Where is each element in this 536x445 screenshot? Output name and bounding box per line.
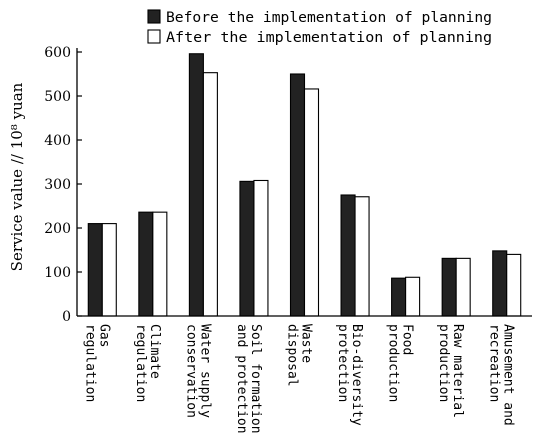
x-tick-label: Climate	[147, 324, 162, 379]
bar-before	[492, 250, 508, 317]
bars	[87, 53, 522, 317]
y-tick-label: 200	[44, 221, 71, 237]
legend-label-after: After the implementation of planning	[166, 30, 492, 46]
bar-after	[101, 223, 117, 317]
bar-before	[87, 223, 103, 317]
bar-before	[289, 73, 306, 317]
bar-after	[202, 72, 218, 317]
x-tick-label: Food	[400, 324, 415, 355]
x-tick-label: production	[436, 324, 451, 402]
bar-after	[354, 196, 370, 317]
bar-before	[188, 53, 204, 317]
x-tick-label: regulation	[82, 324, 97, 402]
x-tick-label: Bio-diversity	[349, 324, 364, 426]
x-tick-label: production	[386, 324, 401, 402]
x-tick-label: Amusement and	[501, 324, 516, 426]
bar-after	[303, 88, 320, 317]
x-tick-label: protection	[335, 324, 350, 402]
x-tick-label: Water supply	[197, 324, 212, 418]
y-tick-label: 300	[44, 177, 71, 193]
bar-before	[239, 180, 255, 317]
x-tick-label: Raw material	[450, 324, 465, 418]
x-tick-label: recreation	[487, 324, 502, 402]
x-tick-label: Gas	[96, 324, 111, 347]
x-tick-label: Waste	[299, 324, 314, 363]
legend-swatch-after	[147, 29, 161, 44]
y-tick-label: 400	[44, 133, 71, 149]
y-axis-label: Service value // 10⁸ yuan	[8, 82, 26, 271]
bar-before	[138, 211, 154, 317]
x-tick-label: and protection	[234, 324, 249, 434]
bar-after	[253, 179, 269, 317]
y-tick-label: 500	[44, 89, 71, 105]
bar-before	[441, 257, 457, 317]
x-tick-label: Soil formation	[248, 324, 263, 434]
legend: Before the implementation of planning Aft…	[147, 9, 492, 46]
y-axis-label-group: Service value // 10⁸ yuan	[8, 82, 26, 271]
y-tick-label: 100	[44, 265, 71, 281]
y-tick-label: 0	[62, 309, 71, 325]
y-axis: 0 100 200 300 400 500 600	[44, 45, 82, 325]
legend-swatch-before	[147, 9, 161, 24]
x-tick-label: conservation	[183, 324, 198, 418]
bar-before	[340, 194, 356, 317]
legend-label-before: Before the implementation of planning	[166, 10, 492, 26]
x-tick-label: regulation	[133, 324, 148, 402]
bar-before	[391, 277, 407, 317]
y-tick-label: 600	[44, 45, 71, 61]
bar-after	[506, 253, 522, 317]
bar-after	[405, 276, 421, 317]
x-tick-label: disposal	[285, 324, 300, 387]
bar-after	[455, 257, 471, 317]
bar-after	[152, 211, 168, 317]
